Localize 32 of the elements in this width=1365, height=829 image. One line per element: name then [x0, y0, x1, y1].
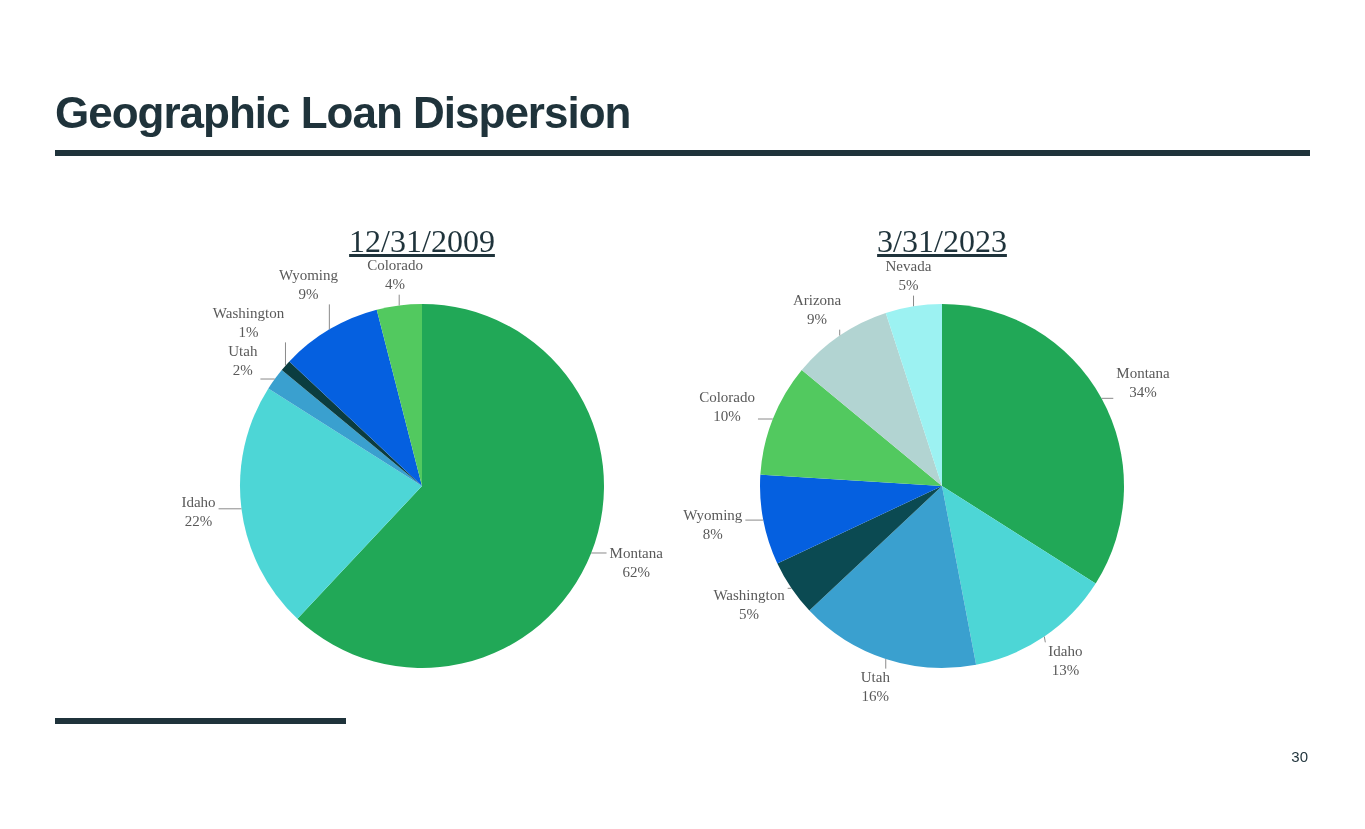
data-label: 13%	[1051, 661, 1080, 678]
slice-label: Utah	[228, 342, 258, 359]
slice-label: Montana	[609, 545, 664, 562]
slice-label: Washington	[713, 586, 786, 603]
data-label: 9%	[298, 285, 319, 302]
slice-label: Arizona	[792, 292, 842, 309]
slice-label: Idaho	[181, 494, 216, 511]
chart-title: 3/31/2023	[876, 223, 1008, 259]
data-label: 22%	[184, 513, 213, 530]
data-label: 34%	[1129, 384, 1157, 401]
slice-label: Wyoming	[683, 507, 743, 524]
slice-label: Colorado	[367, 257, 424, 274]
data-label: 16%	[861, 688, 890, 705]
slice-label: Wyoming	[278, 266, 339, 283]
slice-label: Colorado	[699, 389, 755, 406]
data-label: 62%	[622, 564, 650, 581]
slice-label: Idaho	[1048, 642, 1083, 659]
data-label: 5%	[898, 277, 919, 294]
slice-label: Nevada	[885, 258, 932, 275]
data-label: 1%	[238, 323, 259, 340]
text: 30	[1291, 748, 1308, 765]
data-label: 10%	[713, 408, 741, 425]
data-label: 5%	[739, 605, 760, 622]
chart-title: 12/31/2009	[348, 223, 496, 259]
slice-label: Montana	[1116, 365, 1170, 382]
slice-label: Washington	[212, 304, 285, 321]
data-label: 2%	[232, 361, 253, 378]
slice-label: Utah	[860, 669, 891, 686]
data-label: 8%	[702, 526, 723, 543]
data-label: 4%	[385, 276, 406, 293]
text: Geographic Loan Dispersion	[55, 88, 631, 138]
data-label: 9%	[807, 311, 828, 328]
